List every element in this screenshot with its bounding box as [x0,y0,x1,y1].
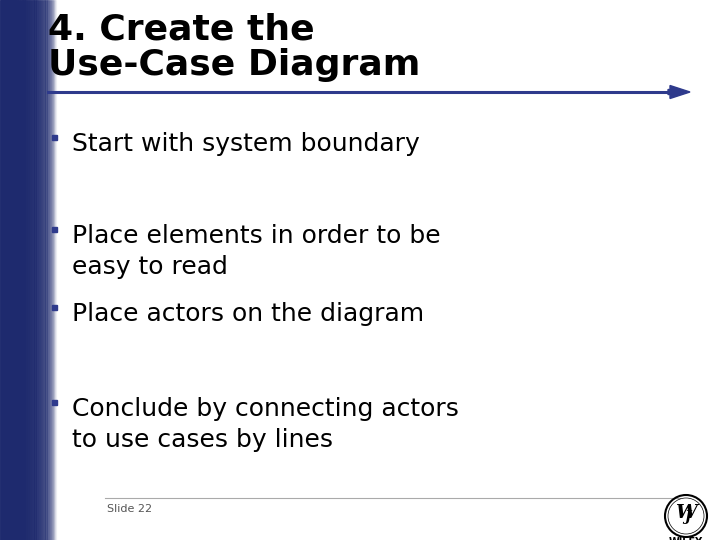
Text: Conclude by connecting actors
to use cases by lines: Conclude by connecting actors to use cas… [72,397,459,451]
Bar [42,0,44,540]
Bar [16,0,17,540]
Bar [6,0,7,540]
Bar [45,0,47,540]
FancyArrow shape [668,85,690,98]
Bar [4,0,5,540]
Bar [38,0,40,540]
Bar [43,0,45,540]
Bar [46,0,48,540]
Bar [31,0,32,540]
Bar [30,0,31,540]
Bar [1,0,3,540]
Bar [23,0,24,540]
Bar [51,0,52,540]
Bar [17,0,19,540]
Text: WILEY: WILEY [669,537,703,540]
Bar [19,0,20,540]
Bar [0,0,1,540]
Bar [48,0,49,540]
Bar [52,135,57,140]
Bar [32,0,33,540]
Bar [3,0,4,540]
Bar [18,0,19,540]
Text: J: J [684,510,690,524]
Bar [40,0,41,540]
Text: Place actors on the diagram: Place actors on the diagram [72,302,424,326]
Bar [53,0,54,540]
Bar [32,0,34,540]
Bar [30,0,32,540]
Bar [48,0,49,540]
Bar [25,0,27,540]
Bar [11,0,12,540]
Bar [52,400,57,405]
Bar [34,0,35,540]
Bar [14,0,16,540]
Bar [54,0,55,540]
Bar [29,0,30,540]
Text: Place elements in order to be
easy to read: Place elements in order to be easy to re… [72,224,441,279]
Bar [10,0,12,540]
Bar [52,305,57,310]
Bar [12,0,13,540]
Bar [22,0,23,540]
Bar [9,0,10,540]
Bar [23,0,24,540]
Bar [49,0,50,540]
Text: 4. Create the: 4. Create the [48,13,315,47]
Bar [50,0,51,540]
Bar [21,0,22,540]
Bar [24,0,26,540]
Bar [26,0,27,540]
Bar [52,227,57,232]
Bar [8,0,9,540]
Bar [37,0,38,540]
Bar [12,0,14,540]
Bar [33,0,34,540]
Bar [15,0,17,540]
Bar [40,0,42,540]
Text: Slide 22: Slide 22 [107,504,152,514]
Bar [39,0,40,540]
Bar [47,0,48,540]
Bar [36,0,37,540]
Bar [41,0,42,540]
Bar [42,0,43,540]
Bar [9,0,11,540]
Bar [17,0,18,540]
Bar [5,0,6,540]
Bar [7,0,8,540]
Bar [27,0,29,540]
Bar [45,0,46,540]
Bar [52,0,53,540]
Bar [20,0,21,540]
Bar [27,0,28,540]
Bar [1,0,2,540]
Bar [14,0,15,540]
Bar [35,0,36,540]
Text: Use-Case Diagram: Use-Case Diagram [48,48,420,82]
Bar [44,0,45,540]
Text: Start with system boundary: Start with system boundary [72,132,420,156]
Text: W: W [675,504,697,522]
Bar [2,0,4,540]
Bar [8,0,9,540]
Bar [38,0,39,540]
Bar [24,0,25,540]
Bar [28,0,30,540]
Bar [53,0,55,540]
Bar [13,0,14,540]
